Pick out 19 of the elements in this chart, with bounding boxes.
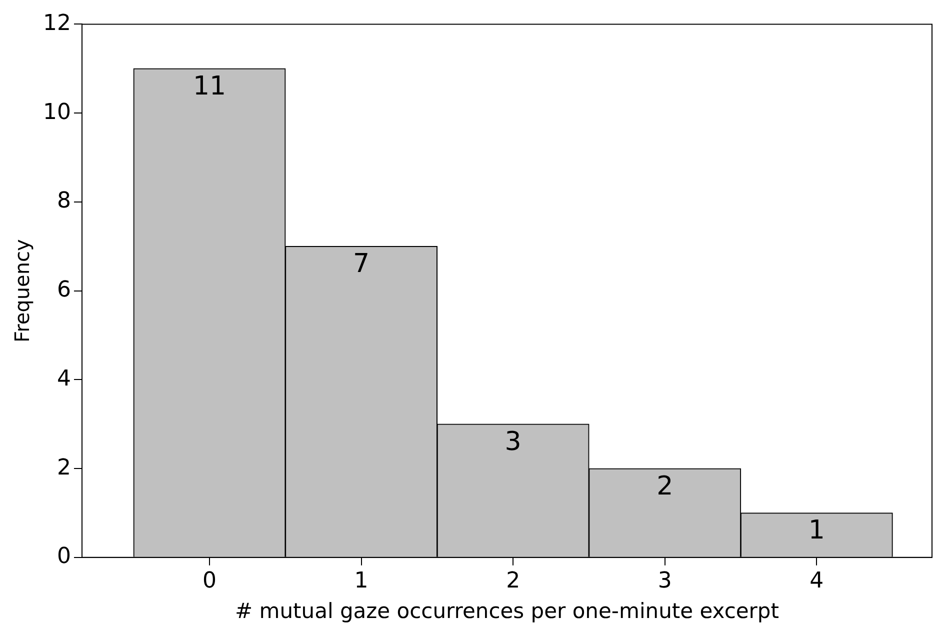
data-label: 11 (192, 71, 226, 102)
data-label: 7 (353, 249, 370, 280)
y-tick-label: 10 (42, 100, 71, 125)
y-axis-title: Frequency (10, 238, 34, 342)
x-tick-label: 4 (810, 568, 824, 594)
data-label: 1 (808, 516, 825, 546)
y-tick-label: 12 (42, 10, 71, 36)
y-tick-label: 8 (56, 188, 71, 214)
data-label: 2 (656, 471, 674, 502)
data-label: 3 (504, 426, 522, 457)
y-tick-label: 4 (56, 366, 71, 392)
x-tick-label: 1 (354, 568, 368, 594)
y-tick-label: 0 (56, 544, 71, 570)
x-axis-title: # mutual gaze occurrences per one-minute excerpt (234, 598, 780, 623)
y-tick-label: 2 (56, 455, 71, 480)
x-tick-label: 2 (506, 568, 520, 594)
y-tick-label: 6 (56, 278, 71, 303)
x-tick-label: 0 (202, 568, 216, 594)
x-tick-label: 3 (658, 568, 672, 594)
